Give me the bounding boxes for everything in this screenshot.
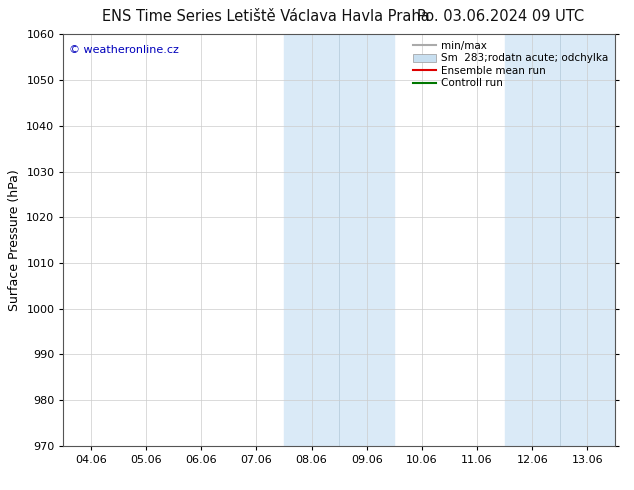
Bar xyxy=(339,34,394,446)
Y-axis label: Surface Pressure (hPa): Surface Pressure (hPa) xyxy=(8,169,21,311)
Text: ENS Time Series Letiště Václava Havla Praha: ENS Time Series Letiště Václava Havla Pr… xyxy=(103,9,430,24)
Bar xyxy=(505,34,560,446)
Bar xyxy=(284,34,339,446)
Text: © weatheronline.cz: © weatheronline.cz xyxy=(69,45,179,54)
Bar xyxy=(560,34,615,446)
Legend: min/max, Sm  283;rodatn acute; odchylka, Ensemble mean run, Controll run: min/max, Sm 283;rodatn acute; odchylka, … xyxy=(409,36,613,93)
Text: Po. 03.06.2024 09 UTC: Po. 03.06.2024 09 UTC xyxy=(417,9,585,24)
